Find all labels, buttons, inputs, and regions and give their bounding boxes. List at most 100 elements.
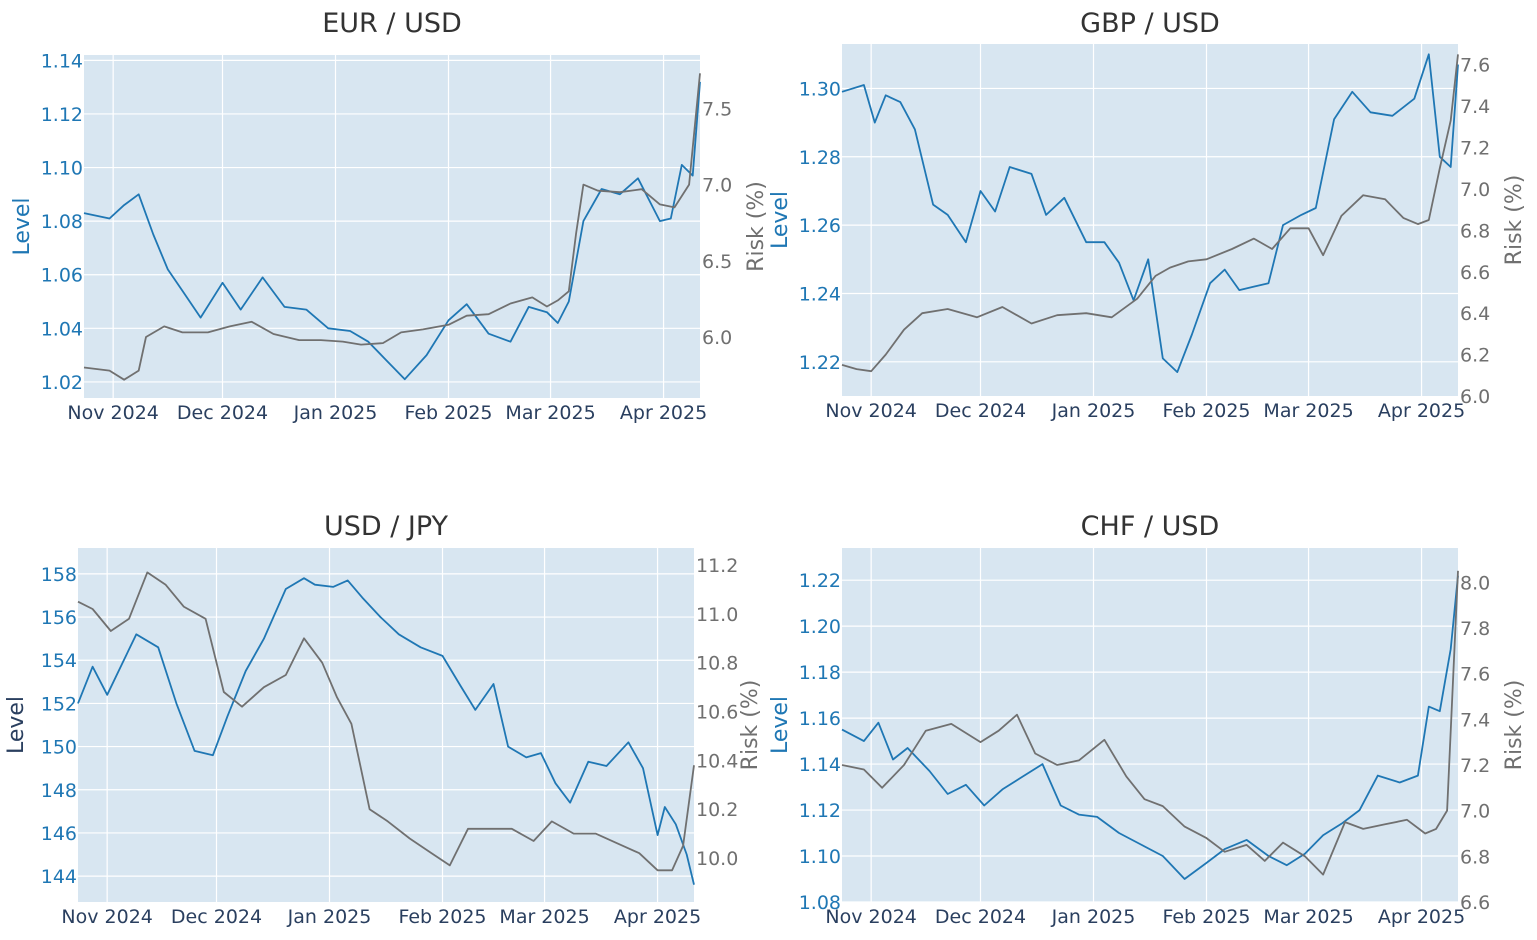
x-tick-label: Feb 2025 (398, 906, 486, 928)
y-tick-label: 1.02 (41, 372, 83, 394)
y-tick-label: 1.06 (41, 265, 83, 287)
y-tick-label: 1.04 (41, 318, 83, 340)
y-tick-label: 1.16 (799, 708, 841, 730)
level-series-line (77, 577, 695, 885)
y2-tick-label: 8.0 (1460, 572, 1490, 594)
chart-panel-3: USD / JPY Nov 2024 Dec 2024 Jan 2025 Feb 202… (4, 511, 763, 928)
y2-tick-label: 6.6 (1460, 262, 1490, 284)
y2-tick-label: 7.4 (1460, 96, 1490, 118)
plot-area (84, 55, 700, 398)
y2-tick-label: 11.2 (696, 555, 738, 577)
x-tick-label: Jan 2025 (1051, 400, 1136, 422)
x-tick-label: Dec 2024 (171, 906, 262, 928)
x-tick-label: Apr 2025 (1378, 400, 1465, 422)
y2-tick-label: 7.8 (1460, 618, 1490, 640)
chart-title: GBP / USD (1080, 8, 1220, 39)
x-tick-label: Jan 2025 (293, 402, 378, 424)
y2-tick-label: 6.0 (1460, 386, 1490, 408)
y-tick-label: 1.18 (799, 662, 841, 684)
x-tick-label: Dec 2024 (177, 402, 268, 424)
y2-axis-title: Risk (%) (744, 181, 769, 272)
y-tick-label: 1.26 (799, 215, 841, 237)
y-axis-title: Level (10, 197, 35, 255)
y-tick-label: 1.30 (799, 78, 841, 100)
y2-tick-label: 10.6 (696, 702, 738, 724)
plot-area (842, 44, 1458, 396)
y2-tick-label: 7.0 (1460, 801, 1490, 823)
y2-tick-label: 7.0 (1460, 179, 1490, 201)
y2-axis-title: Risk (%) (738, 680, 763, 771)
x-tick-label: Feb 2025 (404, 402, 492, 424)
y-tick-label: 1.10 (41, 158, 83, 180)
y-tick-label: 1.10 (799, 846, 841, 868)
y-tick-label: 1.08 (799, 892, 841, 914)
y2-tick-label: 10.2 (696, 799, 738, 821)
y-tick-label: 1.12 (799, 800, 841, 822)
chart-title: CHF / USD (1081, 511, 1220, 542)
y-tick-label: 1.22 (799, 570, 841, 592)
y2-tick-label: 10.8 (696, 653, 738, 675)
risk-series-line (77, 571, 695, 872)
y2-tick-label: 7.2 (1460, 755, 1490, 777)
chart-panel-2: GBP / USD Nov 2024 Dec 2024 Jan 2025 Feb 202… (768, 8, 1527, 422)
chart-title: EUR / USD (322, 8, 462, 39)
x-tick-label: Apr 2025 (620, 402, 707, 424)
y2-tick-label: 7.6 (1460, 55, 1490, 77)
x-tick-label: Mar 2025 (1263, 906, 1353, 928)
y-tick-label: 144 (41, 866, 77, 888)
y2-tick-label: 7.6 (1460, 664, 1490, 686)
x-tick-label: Nov 2024 (61, 906, 152, 928)
chart-title: USD / JPY (324, 511, 449, 542)
y2-tick-label: 6.0 (702, 327, 732, 349)
y-tick-label: 146 (41, 823, 77, 845)
x-tick-label: Nov 2024 (825, 906, 916, 928)
y2-tick-label: 7.5 (702, 98, 732, 120)
y2-tick-label: 7.2 (1460, 138, 1490, 160)
x-tick-label: Apr 2025 (1378, 906, 1465, 928)
y-tick-label: 1.22 (799, 352, 841, 374)
y-tick-label: 1.24 (799, 283, 841, 305)
y2-tick-label: 6.5 (702, 251, 732, 273)
y-axis-title: Level (4, 696, 29, 754)
x-tick-label: Jan 2025 (287, 906, 372, 928)
x-tick-label: Feb 2025 (1162, 906, 1250, 928)
x-tick-label: Jan 2025 (1051, 906, 1136, 928)
y2-tick-label: 7.0 (702, 175, 732, 197)
y2-tick-label: 10.4 (696, 750, 738, 772)
y2-tick-label: 11.0 (696, 604, 738, 626)
y2-tick-label: 10.0 (696, 848, 738, 870)
x-tick-label: Nov 2024 (825, 400, 916, 422)
y-axis-title: Level (768, 696, 793, 754)
x-tick-label: Dec 2024 (935, 400, 1026, 422)
level-series-line (841, 53, 1459, 374)
x-tick-label: Apr 2025 (614, 906, 701, 928)
x-tick-label: Mar 2025 (1263, 400, 1353, 422)
risk-series-line (83, 73, 701, 381)
chart-panel-4: CHF / USD Nov 2024 Dec 2024 Jan 2025 Feb 202… (768, 511, 1527, 928)
level-series-line (841, 575, 1459, 880)
y-tick-label: 150 (41, 737, 77, 759)
y2-tick-label: 6.2 (1460, 345, 1490, 367)
y2-tick-label: 7.4 (1460, 709, 1490, 731)
x-tick-label: Dec 2024 (935, 906, 1026, 928)
plot-area (78, 548, 694, 902)
y-tick-label: 1.20 (799, 616, 841, 638)
risk-series-line (841, 570, 1459, 876)
y-tick-label: 1.12 (41, 104, 83, 126)
y-tick-label: 158 (41, 564, 77, 586)
y-axis-title: Level (768, 191, 793, 249)
y-tick-label: 1.14 (41, 50, 83, 72)
y-tick-label: 156 (41, 607, 77, 629)
y-tick-label: 1.14 (799, 754, 841, 776)
y2-tick-label: 6.4 (1460, 303, 1490, 325)
x-tick-label: Mar 2025 (499, 906, 589, 928)
x-tick-label: Nov 2024 (67, 402, 158, 424)
y2-axis-title: Risk (%) (1502, 175, 1527, 266)
risk-series-line (841, 54, 1459, 373)
y-tick-label: 1.08 (41, 211, 83, 233)
y-tick-label: 152 (41, 693, 77, 715)
y-tick-label: 148 (41, 780, 77, 802)
y2-axis-title: Risk (%) (1502, 680, 1527, 771)
x-tick-label: Feb 2025 (1162, 400, 1250, 422)
